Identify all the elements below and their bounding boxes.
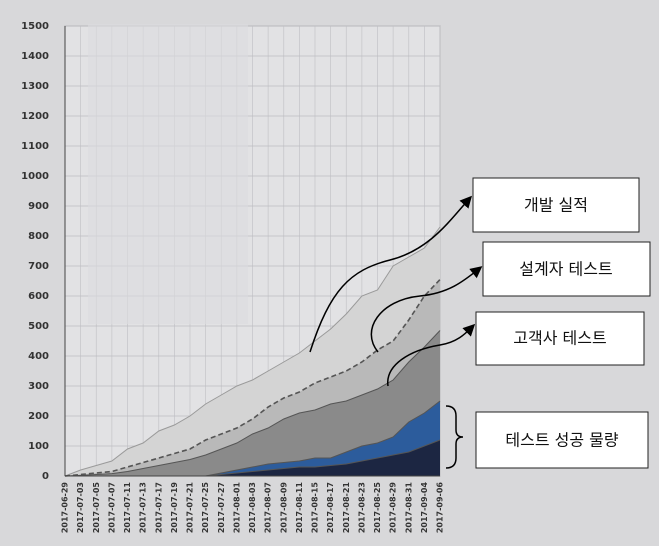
y-tick-label: 1400 — [21, 51, 49, 62]
x-tick-label: 2017-09-04 — [420, 482, 429, 534]
x-tick-label: 2017-08-31 — [404, 482, 413, 534]
area — [65, 401, 440, 476]
callout-box — [475, 411, 649, 469]
x-tick-label: 2017-08-03 — [248, 482, 257, 533]
arrow — [370, 266, 483, 353]
x-tick-label: 2017-09-06 — [436, 482, 445, 534]
y-tick-label: 1100 — [21, 141, 49, 152]
x-tick-label: 2017-07-11 — [123, 482, 132, 534]
area-line — [64, 226, 441, 477]
x-tick-label: 2017-07-05 — [92, 482, 101, 534]
x-tick-label: 2017-07-17 — [154, 482, 163, 533]
x-tick-label: 2017-08-21 — [342, 482, 351, 534]
callouts: 개발 실적 설계자 테스트 고객사 테스트 테스트 성공 물량 — [309, 177, 651, 469]
y-tick-label: 500 — [28, 321, 49, 332]
y-tick-label: 1300 — [21, 81, 49, 92]
x-tick-label: 2017-08-17 — [326, 482, 335, 533]
arrow — [309, 195, 473, 353]
y-tick-label: 600 — [28, 291, 49, 302]
arrow — [387, 323, 476, 387]
callout-box — [472, 177, 640, 233]
callout-box — [482, 241, 651, 297]
area-line — [64, 330, 441, 477]
y-tick-label: 100 — [28, 441, 49, 452]
callout-label: 고객사 테스트 — [513, 329, 606, 348]
x-tick-label: 2017-07-25 — [201, 482, 210, 534]
x-tick-label: 2017-06-29 — [61, 482, 70, 534]
paste-patch — [88, 24, 248, 324]
x-tick-label: 2017-07-13 — [139, 482, 148, 533]
x-tick-label: 2017-08-01 — [232, 482, 241, 534]
x-tick-label: 2017-08-23 — [357, 482, 366, 533]
y-tick-label: 700 — [28, 261, 49, 272]
y-tick-label: 0 — [42, 471, 49, 482]
x-tick-label: 2017-08-29 — [389, 482, 398, 534]
callout-label: 설계자 테스트 — [519, 260, 612, 279]
x-tick-label: 2017-07-19 — [170, 482, 179, 534]
x-tick-label: 2017-07-27 — [217, 482, 226, 533]
x-tick-label: 2017-07-21 — [186, 482, 195, 534]
x-tick-label: 2017-08-07 — [264, 482, 273, 533]
area — [65, 330, 440, 476]
x-tick-label: 2017-07-07 — [107, 482, 116, 533]
x-tick-label: 2017-07-03 — [76, 482, 85, 533]
y-tick-label: 300 — [28, 381, 49, 392]
x-tick-label: 2017-08-11 — [295, 482, 304, 534]
y-tick-label: 1200 — [21, 111, 49, 122]
callout-label: 테스트 성공 물량 — [505, 431, 618, 450]
y-tick-label: 900 — [28, 201, 49, 212]
brace — [445, 405, 464, 469]
area — [65, 440, 440, 476]
y-tick-label: 200 — [28, 411, 49, 422]
x-tick-label: 2017-08-25 — [373, 482, 382, 534]
y-tick-label: 400 — [28, 351, 49, 362]
y-tick-label: 800 — [28, 231, 49, 242]
y-tick-label: 1000 — [21, 171, 49, 182]
x-tick-label: 2017-08-15 — [311, 482, 320, 534]
callout-box — [475, 311, 645, 366]
x-tick-label: 2017-08-09 — [279, 482, 288, 534]
y-tick-label: 1500 — [21, 21, 49, 32]
callout-label: 개발 실적 — [524, 196, 588, 215]
